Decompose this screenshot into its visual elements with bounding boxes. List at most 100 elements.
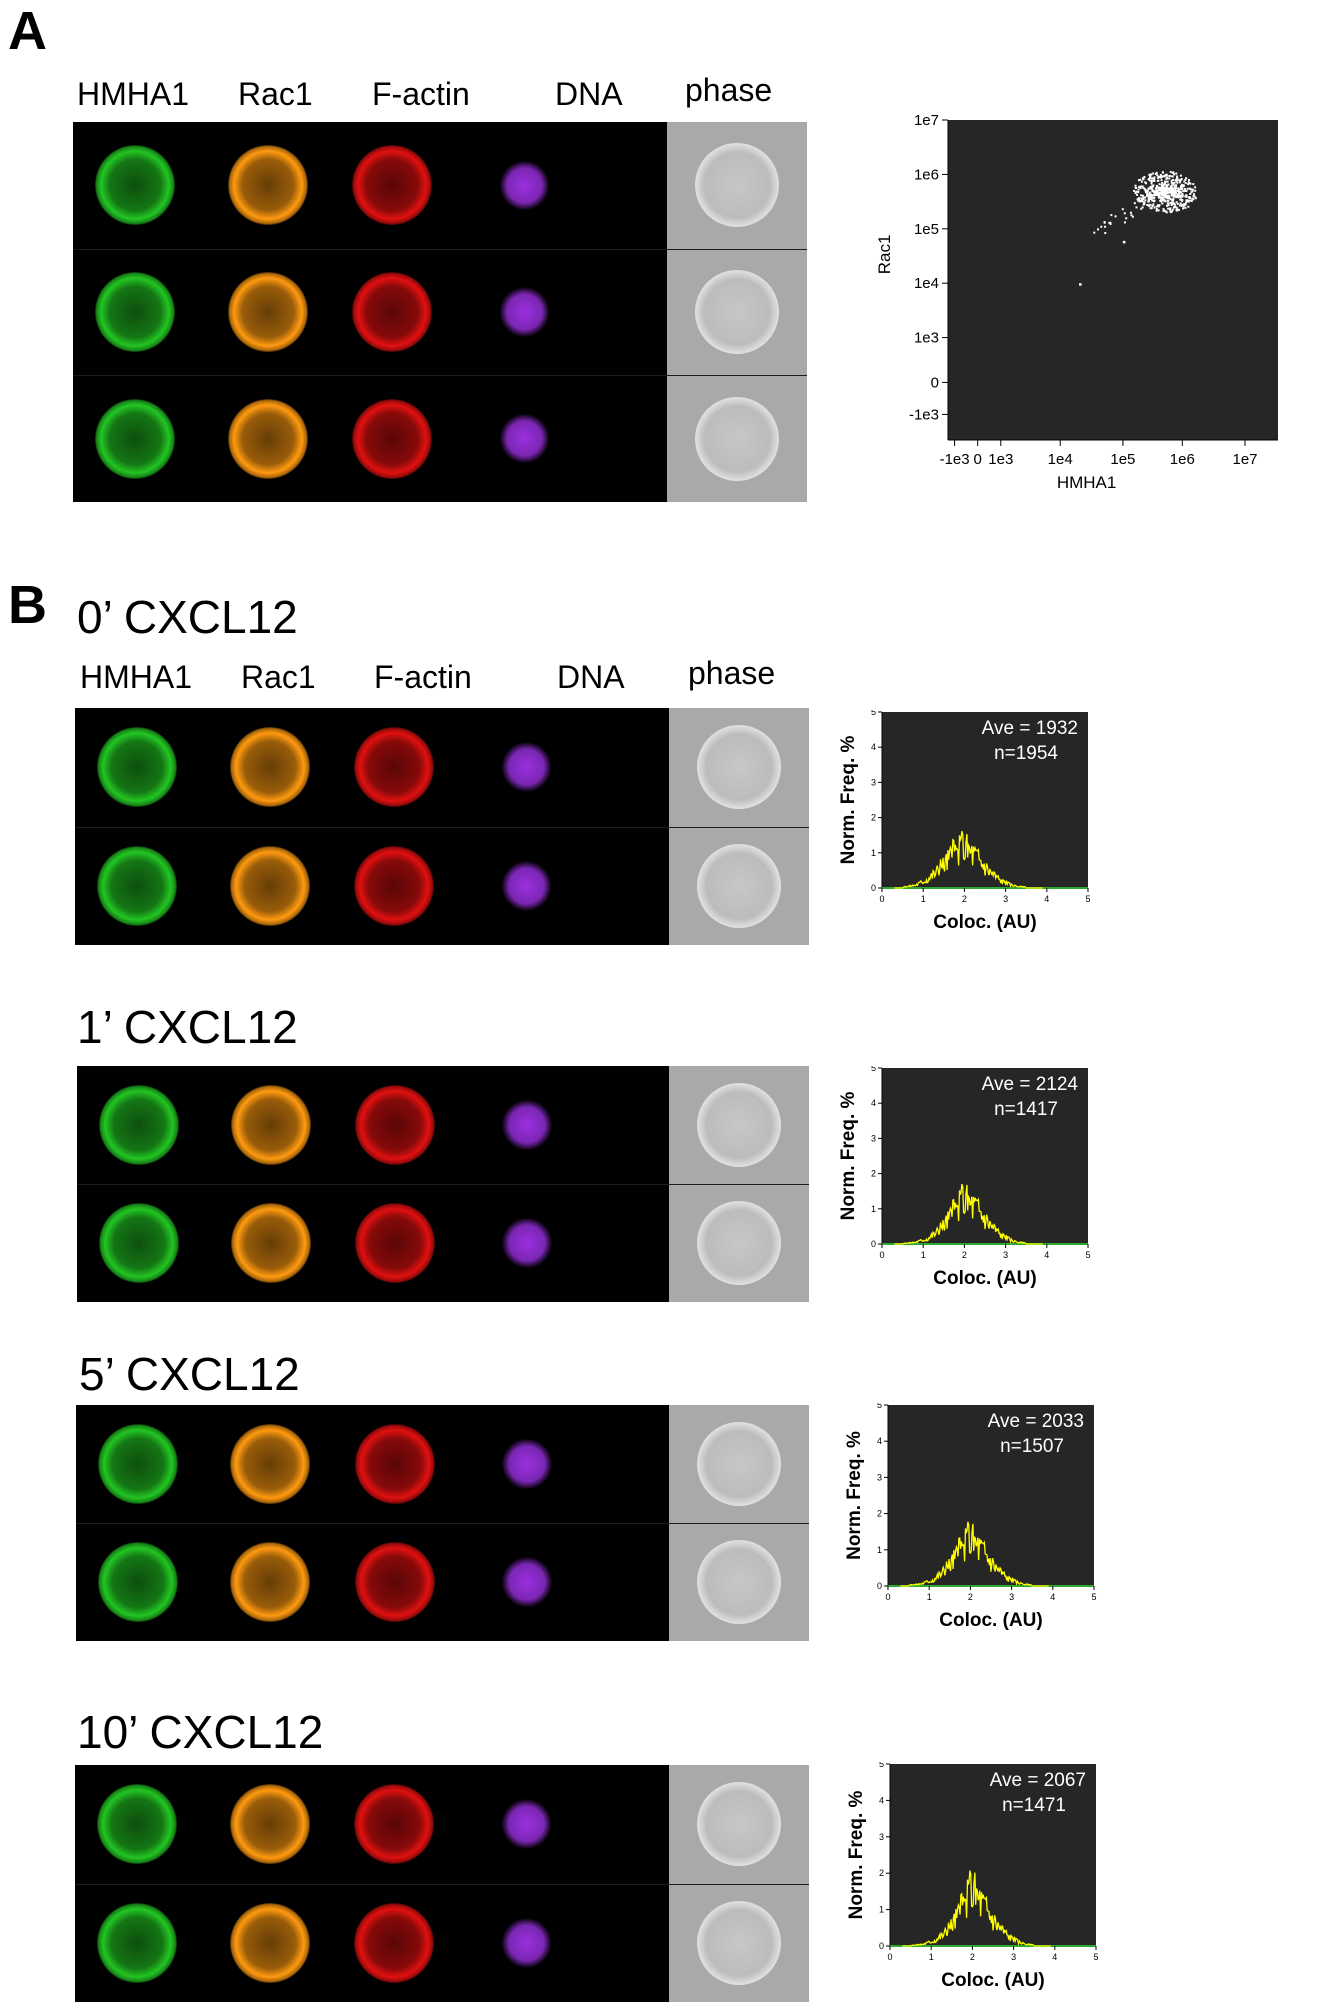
- phase-cell: [697, 725, 781, 810]
- dna-nucleus: [499, 287, 550, 337]
- scatter-x-tick-label: 1e4: [1048, 451, 1073, 468]
- histogram-x-tick-label: 1: [927, 1592, 932, 1602]
- scatter-point: [1161, 171, 1164, 174]
- scatter-point: [1159, 186, 1162, 189]
- factin-cell: [354, 1902, 435, 1983]
- scatter-point: [1164, 182, 1167, 185]
- histogram-x-tick-label: 5: [1091, 1592, 1096, 1602]
- scatter-y-tick-label: -1e3: [909, 406, 939, 423]
- scatter-point: [1157, 186, 1160, 189]
- scatter-y-tick-label: 1e5: [914, 221, 939, 238]
- histogram-y-tick-label: 5: [871, 710, 876, 717]
- scatter-point: [1148, 173, 1151, 176]
- scatter-point: [1171, 200, 1174, 203]
- histogram-x-axis-label: Coloc. (AU): [939, 1610, 1042, 1631]
- scatter-x-tick-label: 1e3: [988, 451, 1013, 468]
- scatter-point: [1167, 183, 1170, 186]
- histogram-x-tick-label: 4: [1052, 1952, 1057, 1962]
- scatter-point: [1123, 221, 1126, 224]
- scatter-point: [1139, 178, 1142, 181]
- histogram-y-tick-label: 0: [871, 883, 876, 893]
- scatter-point: [1096, 228, 1099, 231]
- scatter-point: [1163, 192, 1166, 195]
- scatter-point: [1162, 209, 1165, 212]
- scatter-point: [1192, 198, 1195, 201]
- scatter-point: [1180, 187, 1183, 190]
- scatter-point: [1193, 195, 1196, 198]
- rac1-cell: [229, 1902, 310, 1983]
- scatter-point: [1156, 174, 1159, 177]
- phase-cell: [695, 270, 779, 354]
- scatter-point: [1140, 194, 1143, 197]
- scatter-point: [1173, 173, 1176, 176]
- histogram-plot-area: [882, 712, 1088, 888]
- scatter-point: [1184, 203, 1187, 206]
- scatter-point: [1183, 187, 1186, 190]
- scatter-point: [1140, 207, 1143, 210]
- scatter-point: [1187, 181, 1190, 184]
- hmha1-cell: [95, 398, 176, 479]
- scatter-point: [1148, 191, 1151, 194]
- scatter-point: [1156, 204, 1159, 207]
- scatter-point: [1108, 221, 1111, 224]
- scatter-point: [1110, 214, 1113, 217]
- scatter-point: [1191, 197, 1194, 200]
- scatter-point: [1171, 171, 1174, 174]
- scatter-point: [1185, 189, 1188, 192]
- scatter-point: [1144, 199, 1147, 202]
- scatter-point: [1151, 194, 1154, 197]
- histogram-y-tick-label: 5: [879, 1762, 884, 1769]
- scatter-point: [1150, 186, 1153, 189]
- scatter-point: [1158, 193, 1161, 196]
- scatter-point: [1176, 207, 1179, 210]
- scatter-point: [1161, 192, 1164, 195]
- scatter-point: [1151, 196, 1154, 199]
- hmha1-cell: [99, 1203, 180, 1283]
- scatter-point: [1184, 189, 1187, 192]
- scatter-point: [1163, 209, 1166, 212]
- scatter-point: [1169, 208, 1172, 211]
- scatter-point: [1140, 199, 1143, 202]
- scatter-point: [1148, 196, 1151, 199]
- histogram-n-label: n=1507: [1000, 1436, 1064, 1457]
- hmha1-cell: [98, 1424, 179, 1504]
- scatter-point: [1182, 207, 1185, 210]
- scatter-point: [1176, 193, 1179, 196]
- scatter-point: [1138, 186, 1141, 189]
- scatter-point: [1167, 207, 1170, 210]
- scatter-x-tick-label: 1e7: [1232, 451, 1257, 468]
- histogram-0min: 0 1 2 3 4 5 0 1 2 3 4 5 Ave = 1932 n=1954 Coloc. (AU) N…: [838, 710, 1091, 933]
- scatter-point: [1194, 186, 1197, 189]
- scatter-point: [1181, 183, 1184, 186]
- scatter-point: [1147, 187, 1150, 190]
- scatter-point: [1175, 177, 1178, 180]
- scatter-point: [1121, 208, 1124, 211]
- scatter-point: [1151, 177, 1154, 180]
- scatter-point: [1144, 190, 1147, 193]
- scatter-point: [1172, 197, 1175, 200]
- factin-cell: [355, 1085, 436, 1165]
- histogram-y-tick-label: 4: [871, 742, 876, 752]
- histogram-n-label: n=1417: [994, 1099, 1058, 1120]
- dna-nucleus: [501, 1557, 552, 1607]
- scatter-point: [1151, 204, 1154, 207]
- scatter-point: [1149, 185, 1152, 188]
- rac1-cell: [227, 145, 308, 226]
- scatter-point: [1174, 179, 1177, 182]
- scatter-point: [1173, 187, 1176, 190]
- scatter-point: [1175, 184, 1178, 187]
- scatter-point: [1147, 198, 1150, 201]
- scatter-point: [1143, 201, 1146, 204]
- scatter-point: [1176, 202, 1179, 205]
- histogram-x-tick-label: 5: [1093, 1952, 1098, 1962]
- scatter-point: [1173, 202, 1176, 205]
- scatter-point: [1172, 182, 1175, 185]
- scatter-point: [1155, 205, 1158, 208]
- scatter-point: [1179, 174, 1182, 177]
- scatter-point: [1172, 202, 1175, 205]
- scatter-y-tick-label: 1e7: [914, 112, 939, 129]
- rac1-cell: [229, 1784, 310, 1865]
- scatter-point: [1160, 179, 1163, 182]
- scatter-point: [1134, 192, 1137, 195]
- scatter-point: [1169, 175, 1172, 178]
